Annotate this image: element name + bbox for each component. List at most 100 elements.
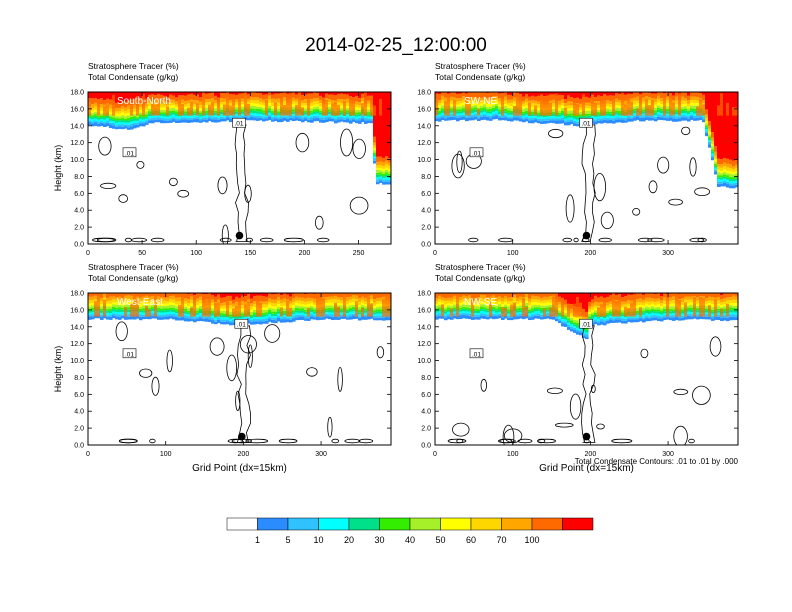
tracer-cell bbox=[729, 316, 733, 321]
tracer-cell bbox=[591, 303, 595, 307]
tracer-cell bbox=[121, 101, 125, 107]
tracer-cell bbox=[163, 120, 167, 124]
tracer-cell bbox=[558, 92, 562, 95]
tracer-cell bbox=[564, 122, 568, 126]
y-tick-label: 6.0 bbox=[421, 191, 431, 198]
tracer-cell bbox=[274, 316, 278, 319]
tracer-cell bbox=[304, 311, 308, 314]
tracer-cell bbox=[328, 309, 332, 313]
tracer-cell bbox=[346, 309, 350, 311]
tracer-cell bbox=[229, 311, 233, 315]
tracer-cell bbox=[349, 311, 353, 315]
tracer-cell bbox=[708, 138, 712, 141]
tracer-cell bbox=[334, 95, 338, 101]
tracer-cell bbox=[552, 296, 556, 317]
tracer-cell bbox=[370, 295, 374, 299]
tracer-cell bbox=[561, 95, 565, 100]
tracer-cell bbox=[235, 102, 239, 105]
tracer-cell bbox=[130, 121, 134, 124]
tracer-cell bbox=[226, 319, 230, 322]
tracer-cell bbox=[160, 310, 164, 313]
tracer-cell bbox=[513, 117, 517, 121]
tracer-cell bbox=[480, 315, 484, 319]
tracer-cell bbox=[579, 109, 583, 112]
tracer-cell bbox=[714, 146, 718, 152]
tracer-cell bbox=[106, 309, 110, 312]
tracer-cell bbox=[139, 121, 143, 124]
tracer-cell bbox=[558, 116, 562, 119]
tracer-cell bbox=[696, 117, 700, 121]
tracer-cell bbox=[504, 103, 508, 107]
tracer-cell bbox=[385, 160, 389, 165]
tracer-cell bbox=[220, 293, 224, 298]
tracer-cell bbox=[142, 316, 146, 320]
tracer-cell bbox=[663, 297, 667, 301]
tracer-cell bbox=[696, 303, 700, 306]
tracer-cell bbox=[325, 313, 329, 317]
tracer-cell bbox=[483, 109, 487, 112]
tracer-cell bbox=[337, 119, 341, 123]
tracer-cell bbox=[301, 308, 305, 311]
tracer-cell bbox=[214, 317, 218, 321]
tracer-cell bbox=[346, 301, 350, 305]
tracer-cell bbox=[250, 309, 254, 312]
tracer-cell bbox=[250, 112, 254, 115]
tracer-cell bbox=[91, 115, 95, 118]
tracer-cell bbox=[142, 115, 146, 118]
tracer-cell bbox=[561, 113, 565, 116]
tracer-cell bbox=[331, 92, 335, 95]
tracer-cell bbox=[283, 293, 287, 299]
contour-label-box bbox=[579, 117, 593, 128]
tracer-cell bbox=[570, 304, 574, 309]
tracer-cell bbox=[91, 305, 95, 308]
x-tick-label: 0 bbox=[86, 451, 90, 458]
tracer-cell bbox=[438, 304, 442, 308]
tracer-cell bbox=[91, 98, 95, 105]
tracer-cell bbox=[588, 309, 592, 312]
tracer-cell bbox=[651, 298, 655, 302]
tracer-cell bbox=[618, 105, 622, 109]
tracer-cell bbox=[669, 117, 673, 121]
tracer-cell bbox=[522, 298, 526, 317]
tracer-cell bbox=[205, 293, 209, 295]
tracer-cell bbox=[118, 301, 122, 305]
tracer-cell bbox=[94, 299, 98, 303]
tracer-cell bbox=[567, 117, 571, 120]
tracer-cell bbox=[717, 92, 721, 159]
tracer-cell bbox=[441, 316, 445, 319]
tracer-cell bbox=[453, 307, 457, 310]
tracer-cell bbox=[720, 295, 724, 300]
tracer-cell bbox=[100, 122, 104, 126]
tracer-cell bbox=[232, 299, 236, 304]
tracer-cell bbox=[726, 179, 730, 182]
tracer-cell bbox=[705, 121, 709, 124]
tracer-cell bbox=[178, 318, 182, 321]
tracer-cell bbox=[205, 316, 209, 319]
tracer-cell bbox=[124, 92, 128, 102]
tracer-cell bbox=[525, 114, 529, 117]
tracer-cell bbox=[636, 100, 640, 104]
tracer-cell bbox=[726, 315, 730, 318]
tracer-cell bbox=[636, 108, 640, 116]
tracer-cell bbox=[507, 309, 511, 312]
y-tick-label: 8.0 bbox=[74, 174, 84, 181]
tracer-cell bbox=[361, 302, 365, 306]
tracer-cell bbox=[127, 304, 131, 308]
tracer-cell bbox=[462, 315, 466, 319]
contour-line bbox=[151, 376, 160, 396]
tracer-cell bbox=[358, 317, 362, 321]
tracer-cell bbox=[453, 92, 457, 98]
tracer-cell bbox=[373, 160, 377, 164]
tracer-cell bbox=[190, 92, 194, 94]
tracer-cell bbox=[373, 302, 377, 306]
tracer-cell bbox=[112, 121, 116, 123]
x-tick-label: 200 bbox=[299, 250, 311, 257]
tracer-cell bbox=[726, 184, 730, 188]
tracer-cell bbox=[474, 308, 478, 311]
tracer-cell bbox=[271, 313, 275, 317]
tracer-cell bbox=[115, 107, 119, 112]
tracer-cell bbox=[163, 308, 167, 311]
tracer-cell bbox=[244, 316, 248, 319]
tracer-cell bbox=[154, 92, 158, 95]
tracer-cell bbox=[438, 100, 442, 103]
